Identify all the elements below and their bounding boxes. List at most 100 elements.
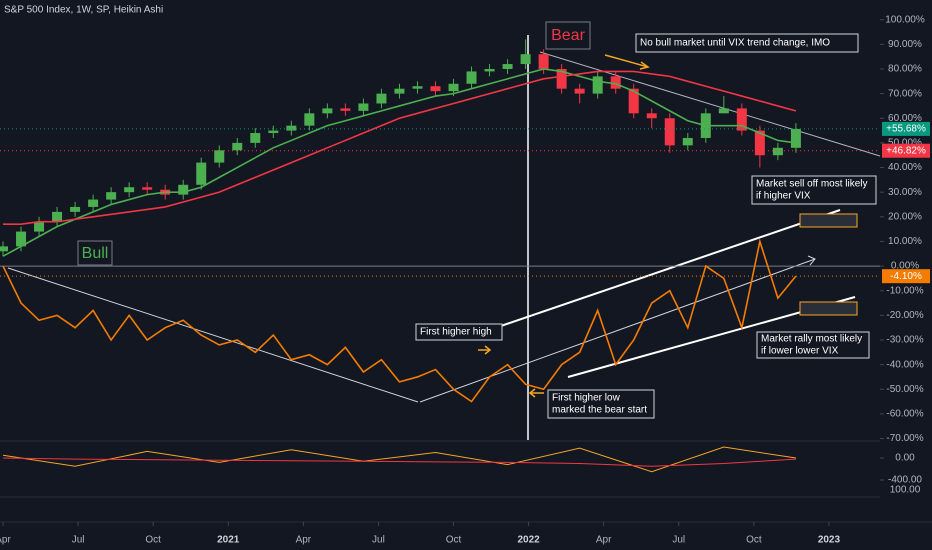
candle-body <box>106 192 117 200</box>
price-tag <box>882 121 930 136</box>
candle-body <box>502 64 513 69</box>
y-tick-label: -60.00% <box>886 409 923 420</box>
annotation: if higher VIX <box>756 191 811 202</box>
y-tick-label: 0.00% <box>891 261 919 272</box>
candle-body <box>610 76 621 89</box>
y-tick-label: -400.00 <box>888 475 922 486</box>
y-tick-label: 20.00% <box>888 211 922 222</box>
trendline <box>539 51 881 157</box>
trendline <box>7 267 419 403</box>
candle-body <box>466 71 477 84</box>
label-box <box>545 21 591 50</box>
label-box <box>635 33 859 53</box>
y-tick-label: -10.00% <box>886 285 923 296</box>
annotations: Bear Bull No bull market until VIX trend… <box>77 21 877 419</box>
y-tick-label: 60.00% <box>888 113 922 124</box>
line-series <box>2 68 797 257</box>
y-tick-label: 0.00 <box>895 453 915 464</box>
y-tick-label: 90.00% <box>888 39 922 50</box>
candle-body <box>556 68 567 89</box>
candle-body <box>340 108 351 111</box>
x-tick-label: Oct <box>746 535 762 546</box>
candle-body <box>250 133 261 143</box>
annotation: First higher low <box>552 393 621 404</box>
label-box <box>77 240 113 266</box>
line-series <box>3 70 797 225</box>
label-box <box>756 331 870 359</box>
price-tag <box>882 143 930 158</box>
annotation: if lower lower VIX <box>761 346 839 357</box>
candle-body <box>52 211 63 222</box>
y-tick-label: -20.00% <box>886 310 923 321</box>
annotation: Bear <box>551 27 585 44</box>
candle-body <box>286 125 297 131</box>
candle-body <box>448 83 459 92</box>
candle-body <box>682 137 693 146</box>
trendline <box>419 258 816 403</box>
y-tick-label: 100.00% <box>885 14 925 25</box>
arrow <box>604 54 649 68</box>
arrow-head <box>639 61 650 70</box>
line-series <box>2 457 796 467</box>
price-tag-label: +46.82% <box>886 145 926 156</box>
scale-label: 100.00 <box>890 485 921 496</box>
candle-body <box>358 103 369 111</box>
candle-body <box>322 108 333 114</box>
candle-body <box>16 231 27 247</box>
candle-body <box>772 147 783 156</box>
arrow-head <box>484 345 492 355</box>
label-box <box>751 175 877 205</box>
y-tick-label: 50.00% <box>888 138 922 149</box>
annotation: Bull <box>82 245 109 262</box>
x-tick-label: 2022 <box>517 535 540 546</box>
candle-body <box>214 150 225 163</box>
candle-body <box>574 88 585 94</box>
label-box <box>547 389 655 419</box>
candle-body <box>628 88 639 114</box>
candle-body <box>232 142 243 151</box>
annotation: Market rally most likely <box>761 334 862 345</box>
highlight-box <box>799 213 858 228</box>
candle-body <box>484 68 495 72</box>
candle-body <box>754 130 765 156</box>
candle-body <box>664 118 675 146</box>
y-tick-label: 30.00% <box>888 187 922 198</box>
candle-body <box>70 206 81 212</box>
candle-body <box>124 187 135 193</box>
candle-body <box>790 128 801 148</box>
candle-body <box>430 86 441 92</box>
y-tick-label: 10.00% <box>888 236 922 247</box>
y-tick-label: 80.00% <box>888 64 922 75</box>
x-tick-label: 2021 <box>217 535 240 546</box>
chart-title: S&P 500 Index, 1W, SP, Heikin Ashi <box>4 5 163 16</box>
annotation: First higher high <box>420 327 492 338</box>
candle-body <box>142 187 153 190</box>
x-tick-label: Jul <box>72 535 85 546</box>
y-tick-label: -30.00% <box>886 335 923 346</box>
annotation: marked the bear start <box>552 405 647 416</box>
x-tick-label: Apr <box>296 535 312 546</box>
annotation: Market sell off most likely <box>756 179 868 190</box>
price-tag <box>882 269 930 284</box>
y-tick-label: -50.00% <box>886 384 923 395</box>
candle-body <box>592 76 603 94</box>
candle-body <box>520 54 531 65</box>
arrow-head <box>528 388 536 398</box>
candle-body <box>0 246 9 252</box>
candle-body <box>34 221 45 232</box>
x-tick-label: Jul <box>672 535 685 546</box>
candle-body <box>736 108 747 131</box>
x-tick-label: Jul <box>372 535 385 546</box>
line-series <box>2 446 796 473</box>
channel-line <box>497 209 841 328</box>
candle-body <box>196 162 207 185</box>
x-tick-label: Oct <box>145 535 161 546</box>
candle-body <box>646 113 657 119</box>
line-series <box>2 238 797 403</box>
annotation: No bull market until VIX trend change, I… <box>640 38 830 49</box>
arrow-head <box>807 255 816 266</box>
candle-body <box>538 54 549 69</box>
candle-body <box>394 88 405 94</box>
